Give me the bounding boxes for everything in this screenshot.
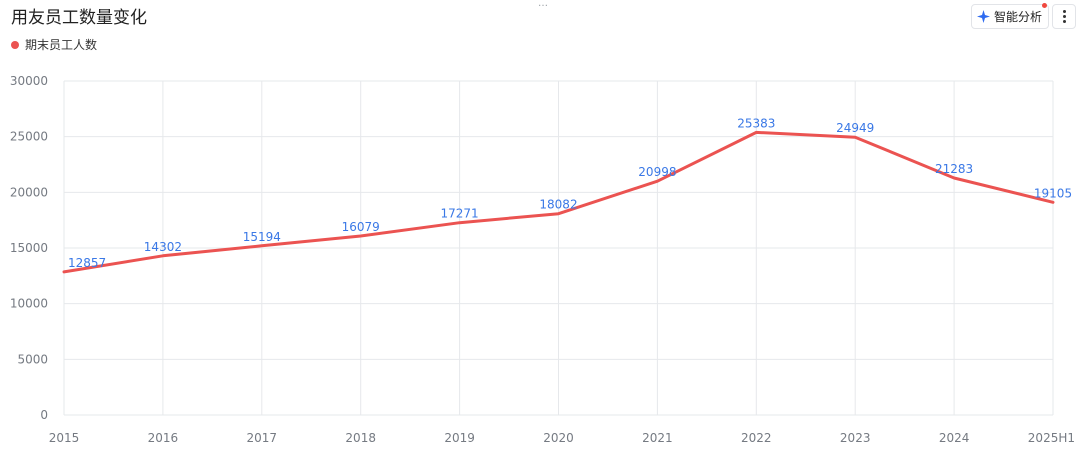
more-dot [1062, 20, 1066, 23]
y-tick-label: 20000 [10, 185, 48, 199]
drag-handle-icon[interactable]: … [538, 0, 549, 9]
x-tick-label: 2017 [247, 431, 278, 445]
x-tick-label: 2023 [840, 431, 871, 445]
x-tick-label: 2015 [49, 431, 80, 445]
data-label: 20998 [638, 165, 676, 179]
data-label: 16079 [342, 220, 380, 234]
x-tick-label: 2018 [345, 431, 376, 445]
data-label: 15194 [243, 230, 281, 244]
y-tick-label: 30000 [10, 74, 48, 88]
notification-dot [1042, 3, 1047, 8]
smart-analysis-label: 智能分析 [994, 10, 1043, 24]
y-tick-label: 25000 [10, 130, 48, 144]
data-label: 18082 [539, 198, 577, 212]
x-tick-label: 2020 [543, 431, 574, 445]
x-tick-label: 2021 [642, 431, 673, 445]
more-options-button[interactable] [1052, 4, 1076, 29]
more-dot [1062, 15, 1066, 18]
x-tick-label: 2019 [444, 431, 475, 445]
y-tick-label: 10000 [10, 297, 48, 311]
data-label: 25383 [737, 116, 775, 130]
data-label: 17271 [441, 207, 479, 221]
data-label: 14302 [144, 240, 182, 254]
data-label: 24949 [836, 121, 874, 135]
x-tick-label: 2022 [741, 431, 772, 445]
legend-marker [11, 41, 19, 49]
x-tick-label: 2025H1 [1028, 431, 1075, 445]
x-tick-label: 2016 [148, 431, 179, 445]
y-tick-label: 15000 [10, 241, 48, 255]
chart-legend[interactable]: 期末员工人数 [11, 37, 97, 53]
data-label: 12857 [68, 256, 106, 270]
sparkle-icon [977, 10, 990, 23]
data-point[interactable] [60, 268, 68, 276]
series-line[interactable] [62, 130, 1055, 274]
data-label: 21283 [935, 162, 973, 176]
legend-label: 期末员工人数 [25, 38, 98, 52]
x-tick-label: 2024 [939, 431, 970, 445]
chart-title: 用友员工数量变化 [11, 8, 147, 28]
smart-analysis-button[interactable]: 智能分析 [971, 4, 1050, 29]
data-label: 19105 [1034, 186, 1072, 200]
y-tick-label: 5000 [17, 352, 48, 366]
y-tick-label: 0 [40, 408, 48, 422]
more-dot [1062, 10, 1066, 13]
